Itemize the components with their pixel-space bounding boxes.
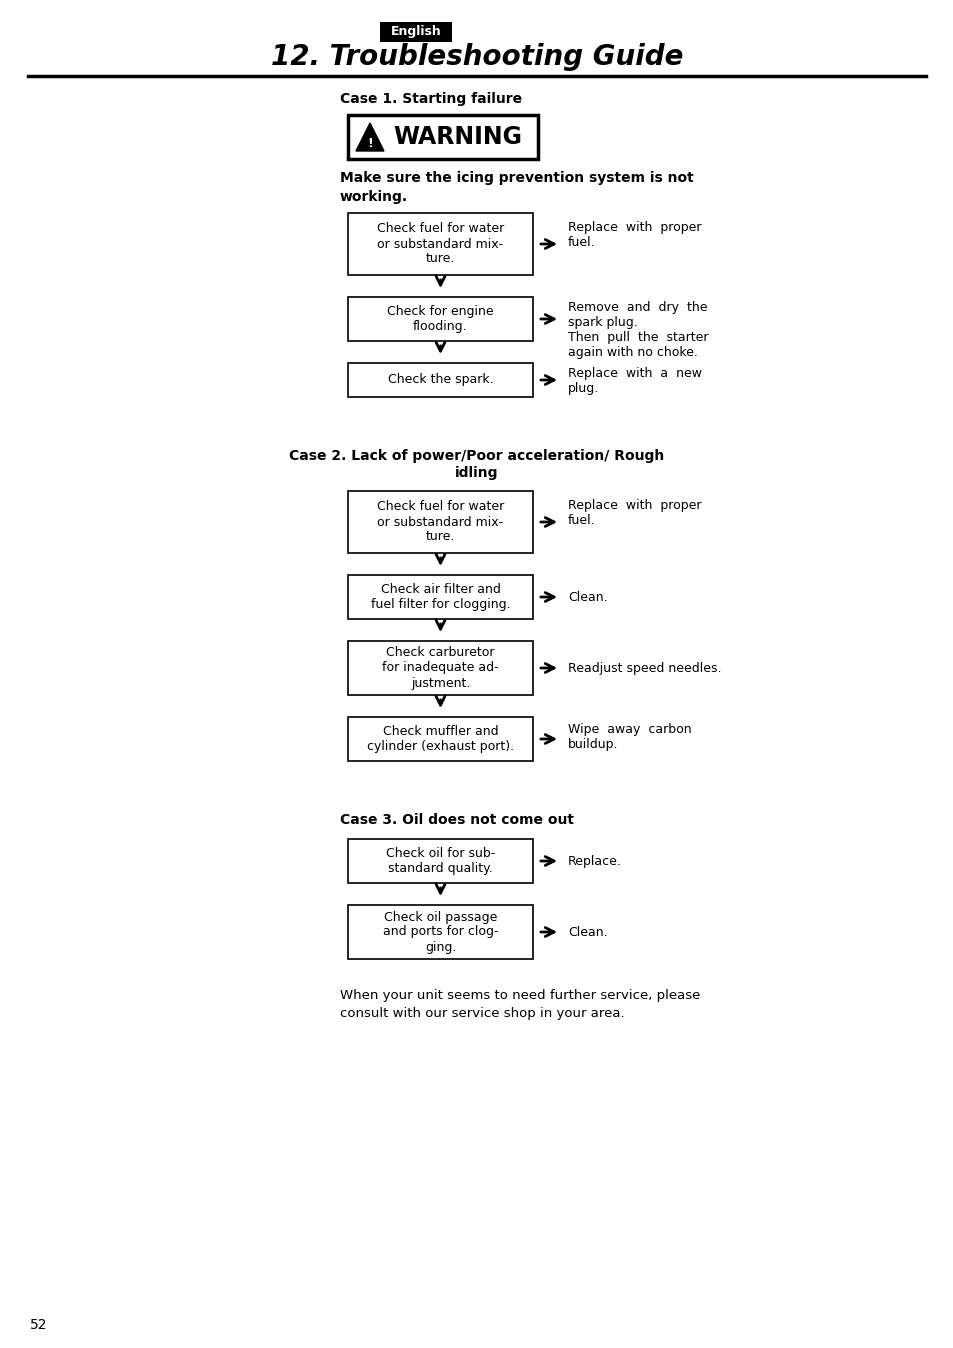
Bar bbox=[348, 717, 533, 762]
Text: idling: idling bbox=[455, 466, 498, 480]
Bar bbox=[348, 642, 533, 696]
Text: Check fuel for water
or substandard mix-
ture.: Check fuel for water or substandard mix-… bbox=[376, 222, 503, 266]
Text: Check the spark.: Check the spark. bbox=[387, 373, 493, 387]
Bar bbox=[348, 363, 533, 398]
Bar bbox=[379, 22, 452, 42]
Text: 52: 52 bbox=[30, 1318, 48, 1332]
Text: Replace  with  proper
fuel.: Replace with proper fuel. bbox=[567, 221, 700, 249]
Text: Check oil passage
and ports for clog-
ging.: Check oil passage and ports for clog- gi… bbox=[382, 910, 497, 953]
Text: Clean.: Clean. bbox=[567, 926, 607, 940]
Text: Check oil for sub-
standard quality.: Check oil for sub- standard quality. bbox=[385, 847, 495, 875]
Text: Case 3. Oil does not come out: Case 3. Oil does not come out bbox=[339, 813, 574, 828]
Bar bbox=[348, 838, 533, 883]
Bar bbox=[348, 297, 533, 341]
Polygon shape bbox=[355, 123, 384, 151]
Text: Check muffler and
cylinder (exhaust port).: Check muffler and cylinder (exhaust port… bbox=[367, 725, 514, 754]
Text: Clean.: Clean. bbox=[567, 590, 607, 604]
Text: Make sure the icing prevention system is not
working.: Make sure the icing prevention system is… bbox=[339, 171, 693, 205]
Text: Replace  with  proper
fuel.: Replace with proper fuel. bbox=[567, 499, 700, 527]
Text: Replace  with  a  new
plug.: Replace with a new plug. bbox=[567, 367, 701, 395]
Bar bbox=[348, 213, 533, 275]
Text: WARNING: WARNING bbox=[393, 125, 521, 150]
Text: Check fuel for water
or substandard mix-
ture.: Check fuel for water or substandard mix-… bbox=[376, 500, 503, 543]
Text: When your unit seems to need further service, please
consult with our service sh: When your unit seems to need further ser… bbox=[339, 989, 700, 1020]
Text: Check carburetor
for inadequate ad-
justment.: Check carburetor for inadequate ad- just… bbox=[382, 647, 498, 689]
Text: 12. Troubleshooting Guide: 12. Troubleshooting Guide bbox=[271, 43, 682, 71]
Text: English: English bbox=[390, 26, 441, 39]
Text: Check for engine
flooding.: Check for engine flooding. bbox=[387, 305, 494, 333]
Bar bbox=[348, 905, 533, 958]
Text: Remove  and  dry  the
spark plug.
Then  pull  the  starter
again with no choke.: Remove and dry the spark plug. Then pull… bbox=[567, 301, 708, 359]
Text: Case 2. Lack of power/Poor acceleration/ Rough: Case 2. Lack of power/Poor acceleration/… bbox=[289, 449, 664, 462]
Text: Check air filter and
fuel filter for clogging.: Check air filter and fuel filter for clo… bbox=[371, 582, 510, 611]
Text: Readjust speed needles.: Readjust speed needles. bbox=[567, 662, 720, 675]
Text: Case 1. Starting failure: Case 1. Starting failure bbox=[339, 92, 521, 106]
Text: Replace.: Replace. bbox=[567, 855, 621, 868]
Text: Wipe  away  carbon
buildup.: Wipe away carbon buildup. bbox=[567, 723, 691, 751]
Bar bbox=[348, 115, 537, 159]
Text: !: ! bbox=[367, 137, 373, 150]
Bar bbox=[348, 491, 533, 553]
Bar bbox=[348, 576, 533, 619]
